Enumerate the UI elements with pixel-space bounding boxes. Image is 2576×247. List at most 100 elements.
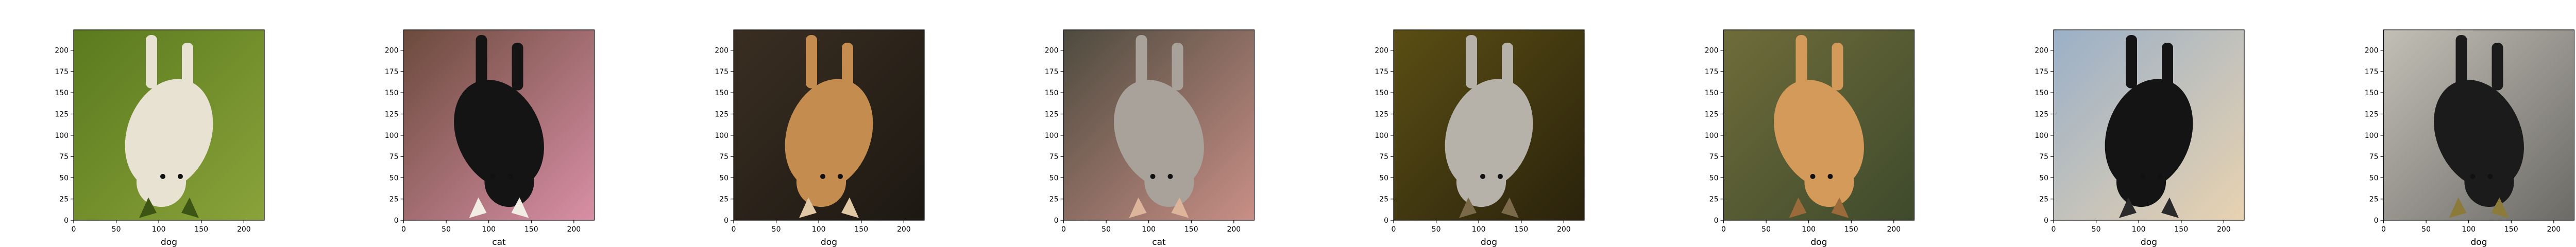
panel-image [2054,30,2244,220]
y-tick-label: 50 [1049,174,1059,182]
x-tick-label: 150 [854,225,868,234]
y-tick-label: 25 [1049,196,1059,204]
panel-image [1063,30,1255,220]
y-tick-label: 50 [389,174,399,182]
y-tick-label: 125 [1375,111,1388,119]
image-panel: 0 25 50 75 100 125 150 175 200 0 50 100 150 200 dog [2035,29,2245,247]
x-tick-label: 50 [1432,225,1441,234]
y-tick-label: 175 [1045,68,1059,76]
y-tick-label: 75 [1379,153,1388,161]
x-tick-label: 100 [1802,225,1816,234]
y-tick-label: 25 [2039,196,2048,204]
y-tick-label: 25 [1379,196,1388,204]
y-tick-label: 0 [724,217,728,225]
y-tick-label: 175 [2035,68,2048,76]
class-label: dog [2471,237,2487,247]
image-panel: 0 25 50 75 100 125 150 175 200 0 50 100 150 200 dog [2365,29,2575,247]
panel-image [2383,30,2574,220]
y-tick-label: 100 [715,132,728,140]
class-label: dog [1481,237,1497,247]
x-tick-label: 100 [152,225,166,234]
y-tick-label: 100 [2365,132,2379,140]
panel-image [1723,30,1914,220]
class-label: dog [2141,237,2157,247]
y-tick-label: 175 [715,68,728,76]
y-tick-label: 175 [1375,68,1388,76]
y-tick-label: 75 [2369,153,2379,161]
x-tick-label: 100 [1472,225,1486,234]
x-tick-label: 50 [2092,225,2101,234]
y-tick-label: 0 [2374,217,2379,225]
x-tick-label: 200 [1887,225,1901,234]
y-tick-label: 75 [2039,153,2048,161]
x-tick-label: 0 [1061,225,1066,234]
panel-image [74,30,264,220]
y-tick-label: 125 [2035,111,2048,119]
y-tick-label: 200 [1375,47,1388,55]
x-tick-label: 200 [1557,225,1571,234]
y-tick-label: 0 [2044,217,2048,225]
y-tick-label: 200 [2035,47,2048,55]
y-tick-label: 200 [2365,47,2379,55]
x-tick-label: 100 [482,225,496,234]
x-tick-label: 150 [2504,225,2518,234]
y-tick-label: 125 [2365,111,2379,119]
y-tick-label: 0 [394,217,399,225]
y-tick-label: 150 [715,89,728,97]
class-label: dog [821,237,837,247]
y-tick-label: 150 [1375,89,1388,97]
axes-frame [403,29,595,221]
y-tick-label: 150 [1705,89,1719,97]
y-tick-label: 125 [55,111,69,119]
y-tick-label: 125 [715,111,728,119]
y-tick-label: 25 [389,196,399,204]
image-panel: 0 25 50 75 100 125 150 175 200 0 50 100 150 200 cat [385,29,595,247]
x-tick-label: 200 [2217,225,2231,234]
y-tick-label: 175 [2365,68,2379,76]
y-tick-label: 100 [1375,132,1388,140]
y-tick-label: 75 [1709,153,1719,161]
image-panel: 0 25 50 75 100 125 150 175 200 0 50 100 150 200 dog [55,29,265,247]
x-tick-label: 0 [401,225,406,234]
image-panel: 0 25 50 75 100 125 150 175 200 0 50 100 150 200 dog [1705,29,1915,247]
y-tick-label: 150 [55,89,69,97]
x-tick-label: 0 [72,225,76,234]
x-tick-label: 150 [524,225,538,234]
y-tick-label: 75 [59,153,69,161]
y-tick-label: 0 [64,217,69,225]
y-tick-label: 100 [2035,132,2048,140]
x-tick-label: 200 [1227,225,1241,234]
x-tick-label: 200 [237,225,251,234]
x-tick-label: 0 [732,225,736,234]
panel-image [403,30,595,220]
y-tick-label: 200 [55,47,69,55]
y-tick-label: 25 [2369,196,2379,204]
image-panel: 0 25 50 75 100 125 150 175 200 0 50 100 150 200 cat [1045,29,1255,247]
image-panel: 0 25 50 75 100 125 150 175 200 0 50 100 150 200 dog [715,29,925,247]
axes-frame [2053,29,2245,221]
x-tick-label: 50 [772,225,781,234]
x-tick-label: 150 [194,225,208,234]
y-tick-label: 50 [59,174,69,182]
y-tick-label: 200 [715,47,728,55]
panel-image [1394,30,1584,220]
y-tick-label: 50 [1379,174,1388,182]
x-tick-label: 150 [1514,225,1528,234]
y-tick-label: 125 [1705,111,1719,119]
axes-frame [1393,29,1585,221]
class-label: cat [492,237,506,247]
y-tick-label: 150 [2035,89,2048,97]
y-tick-label: 200 [385,47,399,55]
y-tick-label: 50 [719,174,728,182]
x-tick-label: 200 [567,225,581,234]
x-tick-label: 100 [812,225,826,234]
y-tick-label: 75 [719,153,728,161]
class-label: dog [161,237,177,247]
panel-image [734,30,924,220]
x-tick-label: 200 [2547,225,2561,234]
image-panel: 0 25 50 75 100 125 150 175 200 0 50 100 150 200 dog [1375,29,1585,247]
y-tick-label: 150 [1045,89,1059,97]
class-label: dog [1811,237,1827,247]
x-tick-label: 100 [2132,225,2146,234]
